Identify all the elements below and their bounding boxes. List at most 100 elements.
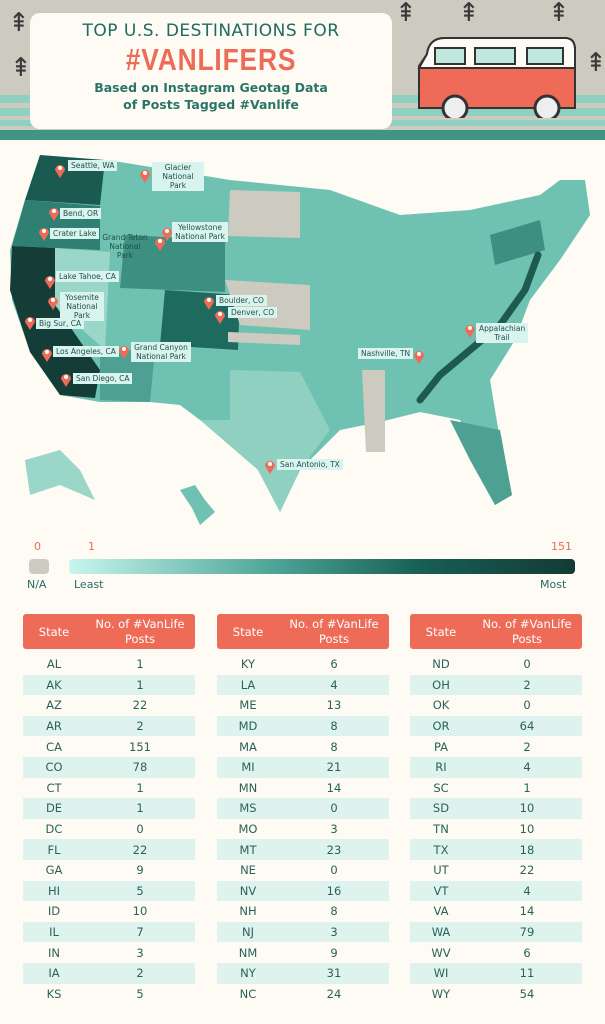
table-row: WY 54 — [410, 984, 582, 1005]
header-state: State — [38, 624, 70, 639]
table-row: LA 4 — [217, 674, 389, 696]
state-cell: ID — [47, 904, 61, 919]
posts-cell: 6 — [330, 657, 338, 672]
legend-max-value: 151 — [551, 540, 572, 553]
table-row: MT 23 — [217, 839, 389, 860]
table-row: TN 10 — [410, 819, 582, 840]
state-nd — [228, 190, 300, 238]
map-pin-icon[interactable] — [47, 294, 59, 310]
state-cell: AZ — [46, 698, 62, 713]
table-row: SC 1 — [410, 778, 582, 799]
posts-cell: 21 — [326, 760, 342, 775]
posts-cell: 1 — [136, 801, 144, 816]
map-pin-icon[interactable] — [60, 371, 72, 387]
table-row: WV 6 — [410, 942, 582, 963]
state-cell: IA — [48, 966, 60, 981]
map-pin-icon[interactable] — [214, 308, 226, 324]
state-cell: TX — [433, 842, 449, 857]
table-row: MS 0 — [217, 798, 389, 819]
posts-table-3: State No. of #VanLife Posts ND 0 OH 2 OK… — [410, 614, 582, 1004]
table-row: UT 22 — [410, 860, 582, 881]
posts-cell: 31 — [326, 966, 342, 981]
title-card: TOP U.S. DESTINATIONS FOR #VANLIFERS Bas… — [30, 13, 392, 129]
posts-cell: 10 — [132, 904, 148, 919]
posts-cell: 2 — [136, 719, 144, 734]
posts-cell: 1 — [136, 657, 144, 672]
table-row: AK 1 — [23, 674, 195, 696]
map-pin-icon[interactable] — [464, 322, 476, 338]
map-pin-icon[interactable] — [413, 348, 425, 364]
table-row: WI 11 — [410, 962, 582, 984]
state-cell: CA — [46, 739, 62, 754]
title-line1: TOP U.S. DESTINATIONS FOR — [82, 21, 340, 41]
table-row: OH 2 — [410, 674, 582, 696]
posts-cell: 10 — [519, 801, 535, 816]
map-pin-icon[interactable] — [154, 235, 166, 251]
state-cell: ND — [432, 657, 450, 672]
pin-label: Seattle, WA — [68, 160, 118, 171]
state-cell: OR — [432, 719, 450, 734]
table-row: OR 64 — [410, 715, 582, 737]
map-pin-icon[interactable] — [38, 225, 50, 241]
state-cell: GA — [45, 863, 63, 878]
table-row: ND 0 — [410, 654, 582, 675]
posts-cell: 0 — [330, 863, 338, 878]
map-pin-icon[interactable] — [41, 346, 53, 362]
state-cell: CO — [45, 760, 63, 775]
posts-cell: 0 — [523, 657, 531, 672]
map-pin-icon[interactable] — [203, 294, 215, 310]
state-tx — [200, 370, 330, 512]
tree-icon: ⇞ — [458, 0, 480, 28]
map-pin-icon[interactable] — [118, 343, 130, 359]
posts-cell: 10 — [519, 822, 535, 837]
state-hi — [180, 485, 215, 525]
map-pin-icon[interactable] — [161, 225, 173, 241]
posts-cell: 3 — [330, 822, 338, 837]
tree-icon: ⇞ — [585, 48, 605, 78]
map-pin-icon[interactable] — [139, 167, 151, 183]
state-cell: NE — [240, 863, 256, 878]
map-pin-icon[interactable] — [54, 162, 66, 178]
legend-least-label: Least — [74, 578, 104, 591]
header-posts: No. of #VanLife Posts — [482, 616, 572, 646]
table-row: NM 9 — [217, 942, 389, 963]
posts-cell: 8 — [330, 904, 338, 919]
table-row: NC 24 — [217, 984, 389, 1005]
state-cell: IL — [49, 925, 59, 940]
pin-label: Glacier National Park — [152, 162, 204, 191]
state-cell: SC — [433, 780, 449, 795]
table-row: MA 8 — [217, 736, 389, 757]
posts-cell: 3 — [136, 945, 144, 960]
table-row: MI 21 — [217, 756, 389, 778]
state-wy — [120, 235, 225, 292]
posts-cell: 3 — [330, 925, 338, 940]
table-header: State No. of #VanLife Posts — [410, 614, 582, 649]
pin-label: Bend, OR — [60, 208, 102, 219]
posts-cell: 22 — [132, 698, 148, 713]
table-row: MO 3 — [217, 819, 389, 840]
pin-label: Grand Canyon National Park — [131, 342, 191, 362]
table-row: PA 2 — [410, 736, 582, 757]
legend-na-label: N/A — [27, 578, 47, 591]
posts-cell: 0 — [136, 822, 144, 837]
table-row: ID 10 — [23, 901, 195, 922]
header-posts: No. of #VanLife Posts — [95, 616, 185, 646]
posts-cell: 54 — [519, 986, 535, 1001]
table-row: GA 9 — [23, 860, 195, 881]
table-header: State No. of #VanLife Posts — [217, 614, 389, 649]
subtitle-line1: Based on Instagram Geotag Data — [94, 80, 328, 95]
posts-cell: 1 — [136, 780, 144, 795]
subtitle-line2: of Posts Tagged #Vanlife — [123, 97, 299, 112]
state-cell: OH — [432, 677, 450, 692]
map-pin-icon[interactable] — [44, 273, 56, 289]
state-cell: UT — [433, 863, 449, 878]
posts-cell: 22 — [132, 842, 148, 857]
state-cell: TN — [433, 822, 449, 837]
posts-table-2: State No. of #VanLife Posts KY 6 LA 4 ME… — [217, 614, 389, 1004]
table-row: DE 1 — [23, 798, 195, 819]
map-pin-icon[interactable] — [48, 205, 60, 221]
table-row: MD 8 — [217, 715, 389, 737]
state-fl — [450, 420, 512, 505]
map-pin-icon[interactable] — [24, 314, 36, 330]
map-pin-icon[interactable] — [264, 458, 276, 474]
